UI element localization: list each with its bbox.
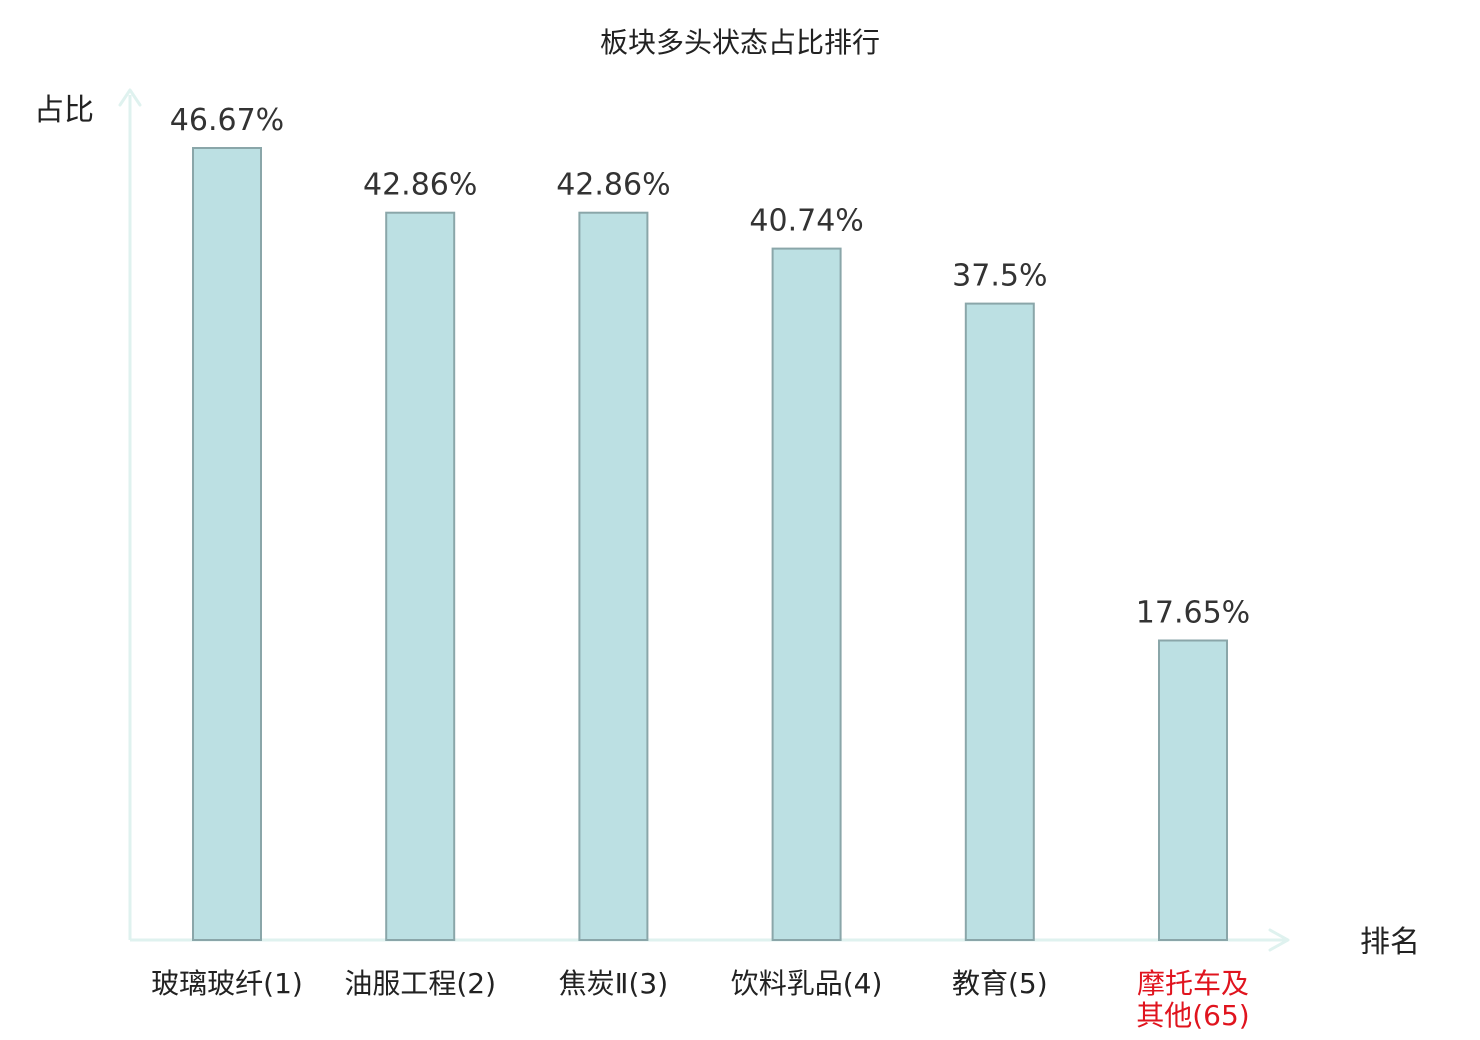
bars-layer bbox=[192, 147, 1228, 942]
axes: 占比 排名 bbox=[34, 88, 1420, 960]
bar-1 bbox=[192, 147, 262, 941]
category-label-6-line-1: 摩托车及 bbox=[1137, 967, 1249, 1000]
category-labels-layer: 玻璃玻纤(1) 油服工程(2) 焦炭Ⅱ(3) 饮料乳品(4) 教育(5) 摩托车及其他(6… bbox=[151, 967, 1250, 1032]
value-labels-layer: 46.67% 42.86% 42.86% 40.74% 37.5% 17.65% bbox=[170, 103, 1250, 631]
category-label-4-line-1: 饮料乳品(4) bbox=[731, 967, 883, 1000]
bar-value-label-3: 42.86% bbox=[556, 168, 670, 203]
bar-value-label-5: 37.5% bbox=[952, 259, 1047, 294]
bar-value-label-4: 40.74% bbox=[749, 204, 863, 239]
category-label-2-line-1: 油服工程(2) bbox=[344, 967, 496, 1000]
bar-6 bbox=[1158, 639, 1228, 941]
x-axis-arrow bbox=[1268, 928, 1290, 952]
chart-title: 板块多头状态占比排行 bbox=[600, 26, 880, 59]
category-label-1-line-1: 玻璃玻纤(1) bbox=[151, 967, 303, 1000]
bar-2 bbox=[385, 211, 456, 941]
category-label-6-line-2: 其他(65) bbox=[1136, 999, 1249, 1032]
x-axis-label: 排名 bbox=[1360, 925, 1420, 960]
category-label-5-line-1: 教育(5) bbox=[952, 967, 1048, 1000]
bar-value-label-2: 42.86% bbox=[363, 168, 477, 203]
bar-value-label-6: 17.65% bbox=[1136, 596, 1250, 631]
y-axis-arrow bbox=[118, 88, 142, 107]
y-axis-label: 占比 bbox=[34, 93, 94, 128]
bar-4 bbox=[771, 247, 842, 942]
bar-5 bbox=[964, 302, 1035, 942]
bar-value-label-1: 46.67% bbox=[170, 103, 284, 138]
category-label-3-line-1: 焦炭Ⅱ(3) bbox=[559, 967, 668, 1000]
bar-3 bbox=[578, 211, 649, 941]
